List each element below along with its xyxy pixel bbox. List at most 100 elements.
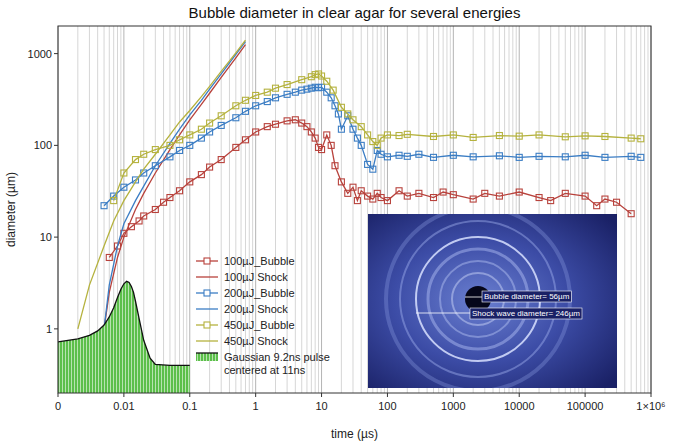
marker	[338, 104, 344, 110]
marker	[450, 152, 456, 158]
marker	[233, 103, 239, 109]
marker	[121, 184, 127, 190]
marker	[324, 78, 330, 84]
marker	[273, 121, 279, 127]
x-tick	[387, 393, 388, 397]
legend-label: 450µJ Shock	[224, 335, 288, 347]
annotation-box	[470, 308, 582, 319]
minor-grid-line	[209, 26, 210, 393]
marker	[253, 92, 259, 98]
legend-swatch	[196, 353, 218, 361]
marker	[582, 193, 588, 199]
x-tick-label: 100000	[567, 400, 604, 412]
marker	[141, 213, 147, 219]
chart-title: Bubble diameter in clear agar for severa…	[189, 4, 521, 21]
legend-line	[196, 308, 218, 309]
x-tick	[453, 393, 454, 397]
marker	[328, 142, 334, 148]
marker	[338, 126, 344, 132]
marker	[628, 135, 634, 141]
marker	[121, 170, 127, 176]
marker	[167, 154, 173, 160]
minor-grid-line	[175, 26, 176, 393]
x-tick-label: 1×10⁶	[636, 400, 665, 412]
marker	[284, 118, 290, 124]
marker	[396, 188, 402, 194]
x-axis-title: time (µs)	[331, 427, 378, 441]
marker	[177, 188, 183, 194]
minor-grid-line	[631, 26, 632, 393]
marker	[378, 135, 384, 141]
legend-line	[196, 340, 218, 341]
marker	[242, 108, 248, 114]
marker	[404, 153, 410, 159]
marker	[350, 184, 356, 190]
marker	[198, 126, 204, 132]
marker	[324, 132, 330, 138]
series-line	[78, 40, 246, 329]
marker	[602, 154, 608, 160]
marker	[152, 207, 158, 213]
minor-grid-line	[644, 26, 645, 393]
marker	[628, 153, 634, 159]
minor-grid-line	[163, 26, 164, 393]
minor-grid-line	[367, 26, 368, 393]
marker	[338, 179, 344, 185]
marker	[218, 157, 224, 163]
marker	[273, 95, 279, 101]
marker	[374, 142, 380, 148]
marker	[253, 103, 259, 109]
minor-grid-line	[636, 26, 637, 393]
marker	[187, 142, 193, 148]
minor-grid-line	[183, 26, 184, 393]
marker	[396, 152, 402, 158]
legend-symbol	[196, 322, 218, 328]
marker	[233, 115, 239, 121]
marker	[101, 203, 107, 209]
marker	[312, 135, 318, 141]
minor-grid-line	[301, 26, 302, 393]
marker	[582, 152, 588, 158]
marker	[638, 154, 644, 160]
marker	[106, 254, 112, 260]
marker	[167, 195, 173, 201]
y-tick	[54, 237, 58, 238]
minor-grid-line	[647, 26, 648, 393]
minor-grid-line	[169, 26, 170, 393]
marker	[332, 103, 338, 109]
marker	[516, 133, 522, 139]
marker	[330, 87, 336, 93]
grid-line	[321, 26, 322, 393]
marker	[354, 198, 360, 204]
marker	[218, 122, 224, 128]
marker	[562, 134, 568, 140]
marker	[431, 154, 437, 160]
marker	[470, 196, 476, 202]
minor-grid-line	[341, 26, 342, 393]
marker	[264, 124, 270, 130]
marker	[450, 132, 456, 138]
legend-label: 100µJ Shock	[224, 271, 288, 283]
x-tick-label: 1000	[441, 400, 465, 412]
axes: 00.010.11101001000100001000001×10⁶110100…	[28, 48, 666, 412]
x-tick-label: 100	[378, 400, 396, 412]
marker	[628, 211, 634, 217]
marker	[207, 164, 213, 170]
legend-symbol	[196, 258, 218, 264]
marker	[345, 190, 351, 196]
marker	[404, 131, 410, 137]
inset-photo: Bubble diameter= 56µmShock wave diameter…	[368, 214, 617, 388]
marker	[284, 91, 290, 97]
x-tick-label: 0	[55, 400, 61, 412]
marker	[264, 99, 270, 105]
minor-grid-line	[77, 26, 78, 393]
marker	[370, 166, 376, 172]
marker	[374, 190, 380, 196]
marker	[167, 142, 173, 148]
marker	[308, 129, 314, 135]
minor-grid-line	[318, 26, 319, 393]
marker	[384, 198, 390, 204]
marker	[416, 151, 422, 157]
marker	[378, 195, 384, 201]
legend-line	[196, 276, 218, 277]
